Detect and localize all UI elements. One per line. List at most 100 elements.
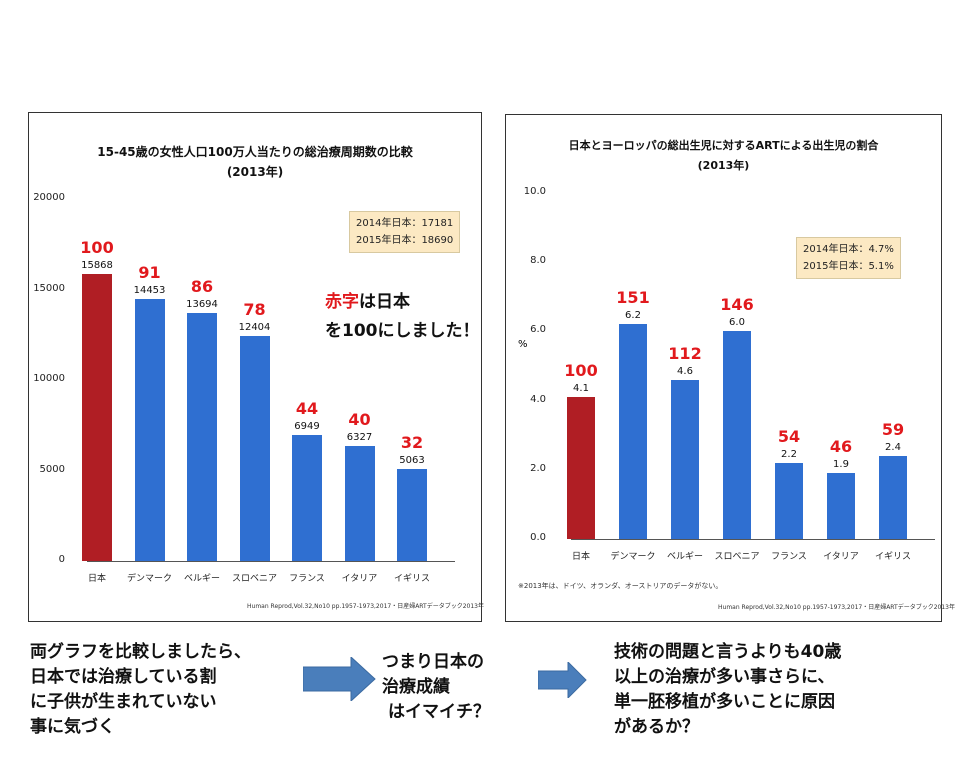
- bottom-middle-line-3: はイマイチ？: [388, 702, 490, 722]
- arrow-right-icon-1: [303, 657, 376, 701]
- left-index-label-2: 86: [190, 277, 214, 297]
- right-chart-subtitle: (2013年): [697, 159, 750, 172]
- right-value-label-6: 2.4: [885, 441, 901, 453]
- right-value-label-3: 6.0: [729, 317, 745, 329]
- right-index-label-0: 100: [564, 361, 598, 381]
- left-xtick-4: フランス: [289, 574, 325, 584]
- right-xtick-4: フランス: [771, 552, 807, 562]
- right-ytick-4: 8.0: [530, 255, 546, 267]
- right-chart-title: 日本とヨーロッパの総出生児に対するARTによる出生児の割合: [568, 139, 879, 152]
- left-ytick-0: 0: [58, 554, 65, 565]
- chart-panel-left: 15-45歳の女性人口100万人当たりの総治療周期数の比較 (2013年) 20…: [28, 112, 484, 622]
- left-xtick-3: スロベニア: [231, 574, 277, 584]
- right-bar-6: [879, 455, 907, 539]
- left-value-label-3: 12404: [238, 322, 271, 334]
- left-bar-5: [344, 446, 375, 561]
- right-xtick-5: イタリア: [823, 552, 859, 562]
- left-ytick-3: 15000: [33, 282, 65, 294]
- left-index-label-1: 91: [138, 263, 161, 283]
- left-index-label-4: 44: [295, 399, 319, 419]
- bottom-right-line-1: 技術の問題と言うよりも40歳: [614, 642, 842, 662]
- right-value-label-4: 2.2: [781, 448, 797, 460]
- right-index-label-4: 54: [777, 426, 801, 446]
- right-index-label-3: 146: [720, 295, 754, 315]
- right-index-label-2: 112: [668, 343, 702, 363]
- right-bar-3: [723, 331, 751, 539]
- left-value-label-1: 14453: [133, 285, 166, 297]
- right-index-label-5: 46: [829, 437, 853, 457]
- right-ytick-2: 4.0: [530, 393, 546, 405]
- right-source: Human Reprod,Vol.32,No10 pp.1957-1973,20…: [718, 604, 955, 611]
- bottom-left-line-2: 日本では治療している割: [30, 667, 217, 687]
- right-xtick-0: 日本: [571, 552, 590, 562]
- left-index-label-5: 40: [348, 410, 371, 430]
- left-value-label-4: 6949: [294, 421, 320, 433]
- left-xtick-0: 日本: [87, 574, 106, 584]
- right-xtick-3: スロベニア: [714, 552, 760, 562]
- left-bar-6: [397, 469, 427, 561]
- right-bar-0: [567, 397, 595, 539]
- left-chart-title: 15-45歳の女性人口100万人当たりの総治療周期数の比較: [97, 145, 413, 159]
- right-note: ※2013年は、ドイツ、オランダ、オーストリアのデータがない。: [518, 582, 723, 590]
- left-bar-4: [292, 435, 322, 561]
- left-bar-2: [187, 313, 217, 561]
- bottom-middle-line-1: つまり日本の: [382, 652, 484, 672]
- left-value-label-6: 5063: [399, 455, 425, 467]
- left-chart-subtitle: (2013年): [226, 165, 284, 179]
- left-value-label-2: 13694: [186, 299, 218, 311]
- left-ytick-1: 5000: [39, 463, 65, 475]
- left-xtick-2: ベルギー: [183, 574, 220, 584]
- right-legend: 2014年日本：4.7% 2015年日本：5.1%: [796, 237, 901, 279]
- right-baseline: [571, 539, 935, 540]
- annotation-red: 赤字: [325, 292, 359, 312]
- right-index-label-1: 151: [616, 288, 650, 308]
- left-legend-line-2: 2015年日本：18690: [356, 235, 454, 246]
- left-xtick-6: イギリス: [393, 574, 430, 584]
- bottom-left-line-1: 両グラフを比較しましたら、: [30, 642, 251, 662]
- left-xtick-1: デンマーク: [126, 574, 172, 584]
- right-value-label-1: 6.2: [625, 310, 641, 322]
- bottom-middle-line-2: 治療成績: [382, 677, 450, 697]
- left-xtick-5: イタリア: [341, 574, 378, 584]
- left-index-label-6: 32: [400, 433, 424, 453]
- annotation-line1: は日本: [359, 292, 410, 312]
- right-bar-5: [827, 473, 855, 539]
- bottom-right-line-4: があるか？: [614, 717, 699, 737]
- right-value-label-5: 1.9: [833, 459, 849, 471]
- right-ytick-5: 10.0: [523, 186, 546, 197]
- left-value-label-0: 15868: [81, 259, 113, 271]
- annotation-line2: を100にしました！: [325, 321, 480, 341]
- right-ytick-1: 2.0: [530, 462, 546, 474]
- left-source: Human Reprod,Vol.32,No10 pp.1957-1973,20…: [247, 603, 484, 610]
- bottom-right-text: 技術の問題と言うよりも40歳 以上の治療が多い事さらに、 単一胚移植が多いことに…: [614, 640, 841, 740]
- bottom-left-line-4: 事に気づく: [30, 717, 115, 737]
- left-index-label-0: 100: [80, 237, 114, 257]
- left-index-label-3: 78: [243, 300, 266, 320]
- right-ytick-0: 0.0: [530, 532, 546, 543]
- left-bar-1: [134, 299, 165, 561]
- right-xtick-1: デンマーク: [610, 552, 656, 562]
- right-xtick-6: イギリス: [874, 552, 911, 562]
- right-legend-line-2: 2015年日本：5.1%: [803, 261, 894, 272]
- bottom-middle-text: つまり日本の 治療成績 はイマイチ？: [382, 650, 490, 725]
- left-ytick-4: 20000: [33, 192, 65, 203]
- left-legend-line-1: 2014年日本：17181: [356, 218, 454, 229]
- right-ytick-3: 6.0: [530, 324, 546, 336]
- bottom-left-text: 両グラフを比較しましたら、 日本では治療している割 に子供が生まれていない 事に…: [30, 640, 251, 740]
- annotation: 赤字は日本 を100にしました！: [325, 288, 480, 346]
- left-legend: 2014年日本：17181 2015年日本：18690: [349, 211, 461, 253]
- bottom-right-line-2: 以上の治療が多い事さらに、: [614, 667, 835, 687]
- right-ylabel: %: [518, 339, 528, 350]
- right-bar-1: [619, 324, 647, 539]
- right-value-label-2: 4.6: [677, 365, 693, 377]
- arrow-right-icon-2: [538, 662, 587, 698]
- bottom-left-line-3: に子供が生まれていない: [30, 692, 217, 712]
- left-baseline: [87, 561, 455, 562]
- left-ytick-2: 10000: [33, 373, 65, 384]
- right-bar-4: [775, 462, 803, 539]
- right-bar-2: [671, 379, 699, 539]
- right-value-label-0: 4.1: [573, 383, 589, 395]
- bottom-right-line-3: 単一胚移植が多いことに原因: [614, 692, 835, 712]
- right-legend-line-1: 2014年日本：4.7%: [803, 244, 894, 255]
- left-value-label-5: 6327: [346, 432, 373, 444]
